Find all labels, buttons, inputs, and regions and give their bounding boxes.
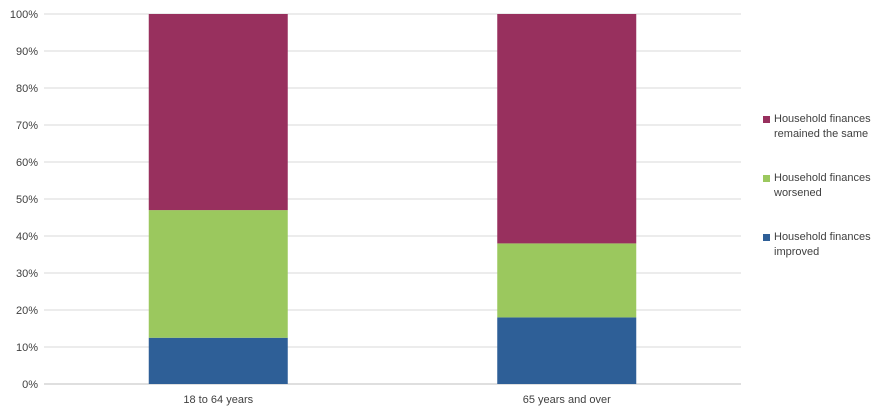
legend-label: Household finances worsened (774, 172, 871, 199)
y-tick-label: 70% (16, 120, 38, 132)
legend-item: Household finances remained the same (763, 112, 873, 142)
gridlines (44, 13, 741, 385)
y-tick-label: 80% (16, 83, 38, 95)
legend-swatch (763, 234, 770, 241)
x-axis: 18 to 64 years 65 years and over (183, 394, 611, 406)
y-tick-label: 60% (16, 157, 38, 169)
y-tick-label: 0% (22, 379, 38, 391)
y-tick-label: 100% (10, 9, 38, 21)
y-tick-label: 90% (16, 46, 38, 58)
legend-label: Household finances remained the same (774, 113, 871, 140)
bar-segment (497, 317, 637, 384)
y-tick-label: 10% (16, 342, 38, 354)
y-tick-label: 40% (16, 231, 38, 243)
y-axis-ticks: 0% 10% 20% 30% 40% 50% 60% 70% 80% 90% 100% (10, 9, 38, 391)
legend-label: Household finances improved (774, 231, 871, 258)
y-tick-label: 50% (16, 194, 38, 206)
legend-item: Household finances worsened (763, 171, 873, 201)
x-tick-label: 18 to 64 years (183, 394, 253, 406)
bars (148, 14, 637, 384)
bar-segment (497, 243, 637, 318)
bar-segment (497, 14, 637, 244)
y-tick-label: 20% (16, 305, 38, 317)
legend: Household finances remained the same Hous… (763, 0, 873, 416)
legend-swatch (763, 175, 770, 182)
legend-swatch (763, 116, 770, 123)
bar-segment (148, 337, 288, 384)
bar-segment (148, 14, 288, 211)
legend-item: Household finances improved (763, 230, 873, 260)
bar-segment (148, 210, 288, 338)
x-tick-label: 65 years and over (523, 394, 611, 406)
y-tick-label: 30% (16, 268, 38, 280)
